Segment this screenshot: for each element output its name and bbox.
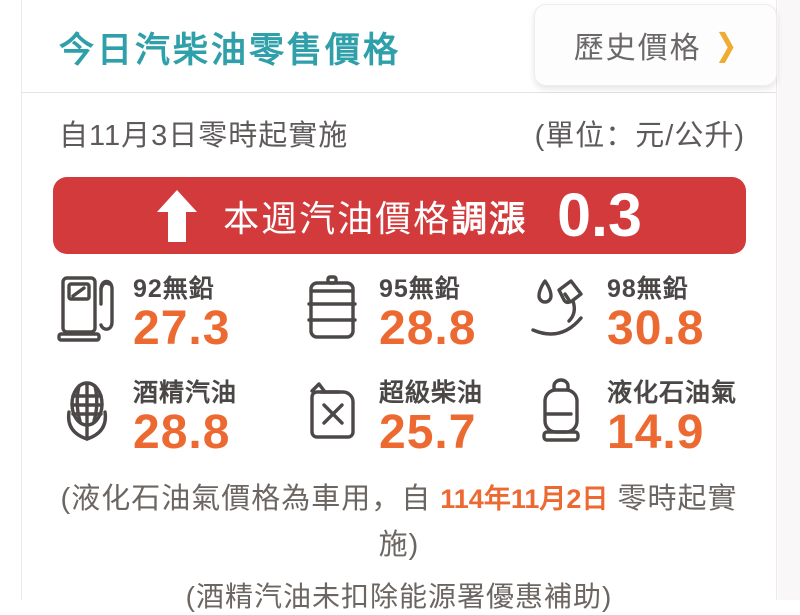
unit-text: (單位：元/公升) xyxy=(534,120,745,152)
widget-header: 今日汽柴油零售價格 歷史價格 ❯ xyxy=(22,0,777,93)
price-change-banner: 本週汽油價格調漲 0.3 xyxy=(53,177,746,254)
fuel-cell-92: 92無鉛 27.3 xyxy=(55,268,301,362)
gas-cylinder-icon xyxy=(529,372,593,458)
banner-amount: 0.3 xyxy=(557,181,642,249)
subheader-row: 自11月3日零時起實施 (單位：元/公升) xyxy=(59,112,745,154)
chevron-right-icon: ❯ xyxy=(714,27,738,62)
fuel-label: 超級柴油 xyxy=(379,379,484,407)
page-gutter xyxy=(778,0,800,600)
oil-barrel-icon xyxy=(301,268,365,354)
fuel-price: 27.3 xyxy=(133,302,231,355)
page-title: 今日汽柴油零售價格 xyxy=(59,31,402,70)
fuel-price: 14.9 xyxy=(607,406,705,459)
fuel-price-widget: 今日汽柴油零售價格 歷史價格 ❯ 自11月3日零時起實施 (單位：元/公升) 本… xyxy=(21,0,777,612)
fuel-pump-icon xyxy=(55,268,119,354)
history-price-button[interactable]: 歷史價格 ❯ xyxy=(534,4,777,86)
fuel-label: 98無鉛 xyxy=(607,275,689,303)
fuel-cell-lpg: 液化石油氣 14.9 xyxy=(529,372,776,466)
fuel-cell-95: 95無鉛 28.8 xyxy=(301,268,529,362)
corn-icon xyxy=(55,372,119,458)
fuel-nozzle-icon xyxy=(529,268,593,354)
ethanol-footnote: (酒精汽油未扣除能源署優惠補助) xyxy=(185,580,613,612)
fuel-cell-ethanol: 酒精汽油 28.8 xyxy=(55,372,301,466)
fuel-price: 25.7 xyxy=(379,406,477,459)
banner-text: 本週汽油價格調漲 xyxy=(223,197,528,239)
fuel-cell-98: 98無鉛 30.8 xyxy=(529,268,776,362)
fuel-price: 30.8 xyxy=(607,302,705,355)
history-price-label: 歷史價格 xyxy=(573,32,702,65)
fuel-cell-diesel: 超級柴油 25.7 xyxy=(301,372,529,466)
effective-date-text: 自11月3日零時起實施 xyxy=(59,120,349,152)
fuel-label: 95無鉛 xyxy=(379,275,461,303)
lpg-date: 114年11月2日 xyxy=(440,484,609,514)
arrow-up-icon xyxy=(157,189,198,242)
fuel-label: 酒精汽油 xyxy=(133,379,238,407)
fuel-label: 液化石油氣 xyxy=(607,379,738,407)
lpg-footnote: (液化石油氣價格為車用，自 114年11月2日 零時起實施) xyxy=(60,483,738,562)
jerry-can-icon xyxy=(301,372,365,458)
fuel-price-grid: 92無鉛 27.3 95無鉛 28.8 xyxy=(22,268,776,466)
fuel-price: 28.8 xyxy=(133,406,231,459)
fuel-label: 92無鉛 xyxy=(133,275,215,303)
fuel-price: 28.8 xyxy=(379,302,477,355)
